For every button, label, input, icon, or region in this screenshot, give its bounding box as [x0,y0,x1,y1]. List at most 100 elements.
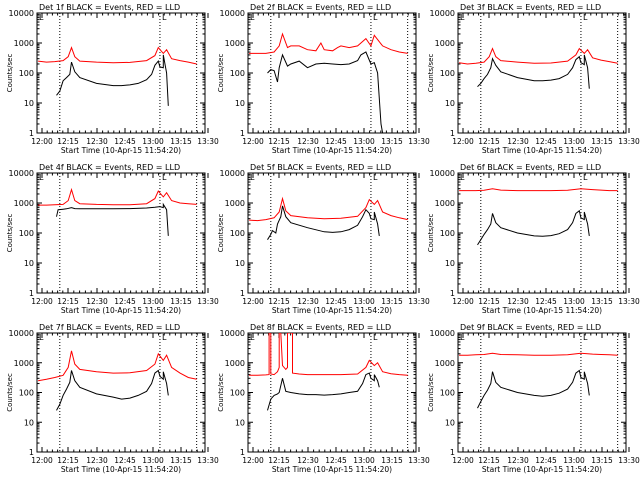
top-marker: L [162,333,167,342]
xtick-label: 13:00 [353,137,375,146]
xtick-label: 13:30 [408,137,430,146]
top-marker: L [39,173,44,182]
xtick-label: 12:30 [507,297,529,306]
y-axis-label: Counts/sec [217,214,225,253]
axes-frame [36,12,206,134]
x-axis-label: Start Time (10-Apr-15 11:54:20) [272,146,392,155]
events-series-line [477,369,590,409]
top-marker: L [162,13,167,22]
ytick-label: 1000 [14,199,34,208]
panel-det-3f: Det 3f BLACK = Events, RED = LLD 1 10 100 10… [427,3,640,155]
xtick-label: 13:15 [591,297,613,306]
ytick-label: 1000 [14,359,34,368]
top-marker: L [583,13,588,22]
xtick-label: 12:45 [114,456,136,465]
panel-title: Det 8f BLACK = Events, RED = LLD [250,323,391,332]
lld-series-line [249,196,408,222]
events-series-line [267,372,380,411]
xtick-label: 13:30 [197,137,219,146]
ytick-label: 10 [24,99,34,108]
ytick-label: 10000 [430,329,455,338]
xtick-label: 12:45 [114,297,136,306]
y-axis-label: Counts/sec [427,214,435,253]
xtick-label: 12:30 [507,456,529,465]
ytick-label: 100 [19,229,34,238]
xtick-label: 13:00 [353,456,375,465]
lld-series-line [38,46,197,65]
top-marker: L [250,333,255,342]
y-axis-label: Counts/sec [427,373,435,412]
events-series-line [477,54,590,89]
ytick-label: 10 [235,259,245,268]
ytick-label: 1000 [435,359,455,368]
xtick-label: 12:00 [242,297,264,306]
axes-frame [247,332,417,453]
panel-title: Det 3f BLACK = Events, RED = LLD [460,3,601,12]
panel-title: Det 4f BLACK = Events, RED = LLD [39,163,180,172]
xtick-label: 12:45 [535,137,557,146]
xtick-label: 12:15 [478,297,500,306]
ytick-label: 10 [235,418,245,427]
xtick-label: 12:15 [57,297,79,306]
xtick-label: 13:00 [142,456,164,465]
ytick-label: 1 [450,448,455,457]
x-axis-label: Start Time (10-Apr-15 11:54:20) [272,465,392,474]
top-marker: L [373,333,378,342]
xtick-label: 12:00 [31,456,53,465]
xtick-label: 12:45 [114,137,136,146]
xtick-label: 13:30 [197,456,219,465]
panel-det-6f: Det 6f BLACK = Events, RED = LLD 1 10 100 10… [427,163,640,315]
x-axis-label: Start Time (10-Apr-15 11:54:20) [482,146,602,155]
xtick-label: 13:00 [563,297,585,306]
xtick-label: 12:15 [57,456,79,465]
xtick-label: 12:45 [325,137,347,146]
ytick-label: 10 [445,259,455,268]
top-marker: L [39,13,44,22]
series-group [249,32,408,133]
ytick-label: 1000 [225,199,245,208]
axes-frame [457,12,627,134]
panel-title: Det 7f BLACK = Events, RED = LLD [39,323,180,332]
xtick-label: 13:15 [170,297,192,306]
ytick-label: 10000 [430,9,455,18]
ytick-label: 1 [240,448,245,457]
lld-series-line [459,188,618,192]
xtick-label: 13:15 [170,137,192,146]
panel-title: Det 2f BLACK = Events, RED = LLD [250,3,391,12]
ytick-label: 1 [450,129,455,138]
xtick-label: 13:00 [563,137,585,146]
xtick-label: 12:30 [86,456,108,465]
ytick-label: 10 [445,418,455,427]
xtick-label: 12:30 [297,137,319,146]
top-marker: L [250,13,255,22]
ytick-label: 100 [440,229,455,238]
series-group [249,196,408,240]
ytick-label: 1 [450,289,455,298]
x-axis-label: Start Time (10-Apr-15 11:54:20) [61,465,181,474]
x-axis-label: Start Time (10-Apr-15 11:54:20) [61,146,181,155]
xtick-label: 13:15 [381,297,403,306]
panel-title: Det 9f BLACK = Events, RED = LLD [460,323,601,332]
xtick-label: 12:45 [325,297,347,306]
y-axis-label: Counts/sec [6,54,14,93]
ytick-label: 10000 [9,329,34,338]
xtick-label: 13:30 [618,137,640,146]
y-axis-label: Counts/sec [217,373,225,412]
ytick-label: 1000 [435,39,455,48]
top-marker: L [250,173,255,182]
ytick-label: 1000 [14,39,34,48]
series-group [249,333,408,411]
lld-series-line [459,352,618,356]
panel-title: Det 1f BLACK = Events, RED = LLD [39,3,180,12]
y-axis-label: Counts/sec [427,54,435,93]
ytick-label: 10 [445,99,455,108]
xtick-label: 13:15 [381,456,403,465]
top-marker: L [583,173,588,182]
xtick-label: 12:15 [268,297,290,306]
panel-det-8f: Det 8f BLACK = Events, RED = LLD 1 10 100 10… [217,323,430,474]
xtick-label: 13:00 [142,297,164,306]
series-group [459,47,618,89]
xtick-label: 13:30 [618,456,640,465]
ytick-label: 10000 [9,169,34,178]
